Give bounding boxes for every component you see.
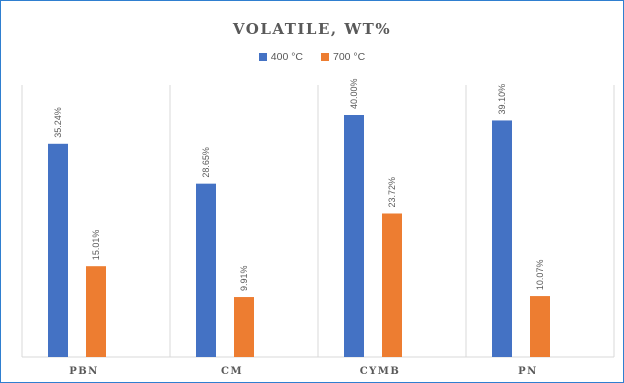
bar-700-cm xyxy=(234,297,254,357)
bar-400-pn xyxy=(492,120,512,357)
data-label-400-pn: 39.10% xyxy=(497,84,507,115)
data-label-700-pn: 10.07% xyxy=(535,260,545,291)
legend-swatch-400 xyxy=(258,53,267,61)
bar-700-pn xyxy=(530,296,550,357)
x-tick-label-pn: PN xyxy=(518,366,538,377)
x-tick-label-pbn: PBN xyxy=(69,366,99,377)
data-label-400-pbn: 35.24% xyxy=(53,107,63,138)
data-label-400-cymb: 40.00% xyxy=(349,78,359,109)
data-label-400-cm: 28.65% xyxy=(201,147,211,178)
x-tick-label-cymb: CYMB xyxy=(360,366,401,377)
data-label-700-cm: 9.91% xyxy=(239,266,249,292)
data-label-700-pbn: 15.01% xyxy=(91,230,101,261)
legend-item-700: 700 °C xyxy=(321,51,365,63)
bar-400-pbn xyxy=(48,143,68,357)
chart-title: VOLATILE, WT% xyxy=(232,20,392,38)
bar-700-pbn xyxy=(86,266,106,357)
chart-legend: 400 °C 700 °C xyxy=(0,51,624,63)
legend-swatch-700 xyxy=(321,53,329,61)
bar-700-cymb xyxy=(382,213,402,357)
data-label-700-cymb: 23.72% xyxy=(387,177,397,208)
bar-400-cm xyxy=(196,183,216,357)
bar-400-cymb xyxy=(344,115,364,357)
x-tick-label-cm: CM xyxy=(221,366,243,377)
legend-label-700: 700 °C xyxy=(333,51,366,63)
legend-item-400: 400 °C xyxy=(258,51,303,63)
legend-label-400: 400 °C xyxy=(270,51,303,63)
